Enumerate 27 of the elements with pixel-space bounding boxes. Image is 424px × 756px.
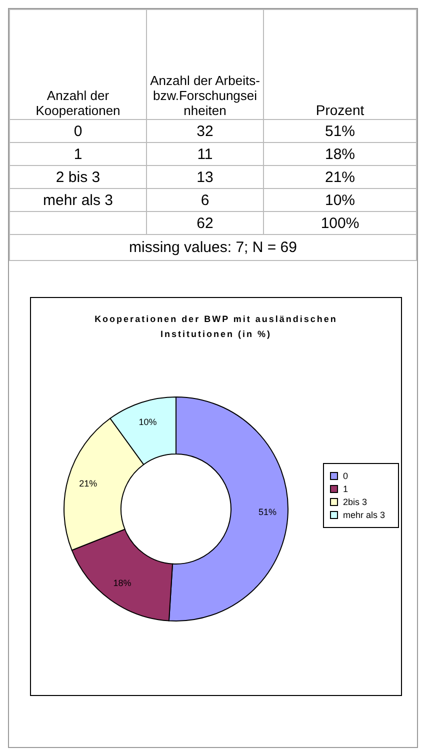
- text: 62: [146, 212, 264, 234]
- data-label: 10%: [138, 416, 157, 427]
- legend-label: 0: [343, 471, 348, 481]
- text: 0: [10, 120, 146, 142]
- text: Anzahl der Kooperationen: [10, 10, 146, 120]
- text: missing values: 7; N = 69: [10, 234, 416, 260]
- text: 18%: [264, 142, 416, 166]
- text: Anzahl der Arbeits- bzw.Forschungseinheiten: [146, 10, 264, 120]
- text: 11: [146, 142, 264, 166]
- text: 2 bis 3: [10, 166, 146, 188]
- text: mehr als 3: [10, 188, 146, 212]
- text: 21%: [264, 166, 416, 188]
- legend-label: mehr als 3: [343, 510, 386, 520]
- legend-label: 2bis 3: [343, 497, 368, 507]
- text: 100%: [264, 212, 416, 234]
- legend-label: 1: [343, 484, 348, 494]
- text: 13: [146, 166, 264, 188]
- text: 1: [10, 142, 146, 166]
- text: Prozent: [264, 10, 416, 120]
- data-label: 18%: [113, 578, 132, 588]
- text: 32: [146, 120, 264, 142]
- data-label: 21%: [79, 478, 98, 488]
- text: 10%: [264, 188, 416, 212]
- data-label: 51%: [258, 506, 276, 517]
- text: 51%: [264, 120, 416, 142]
- chart-title: Kooperationen der BWP mit ausländischen Institutionen (in %): [94, 313, 338, 341]
- text: 6: [146, 188, 264, 212]
